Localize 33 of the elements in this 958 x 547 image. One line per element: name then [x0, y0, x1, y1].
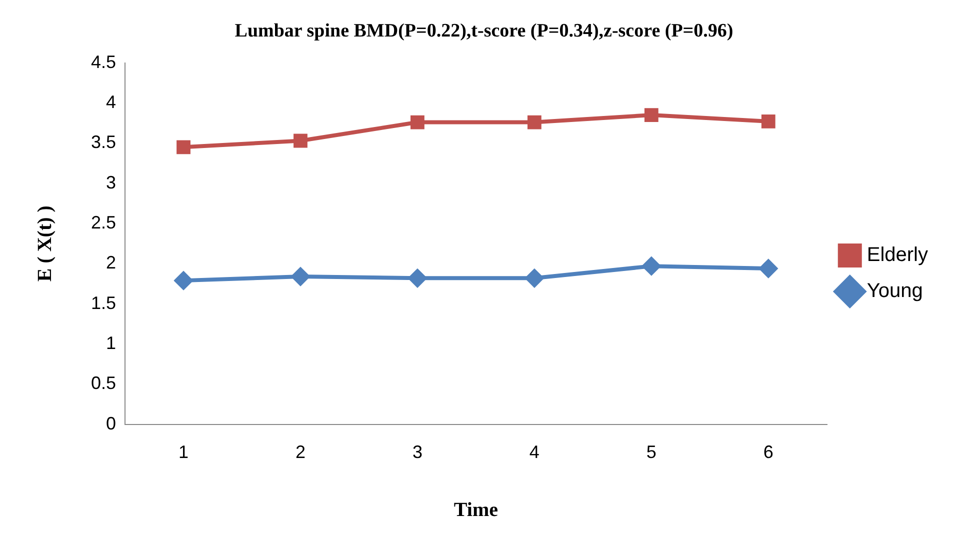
- point: [644, 108, 658, 122]
- y-axis-title: E ( X(t) ): [34, 206, 56, 282]
- legend-label: Elderly: [866, 244, 928, 266]
- x-tick-label: 3: [412, 442, 422, 462]
- x-tick-label: 5: [646, 442, 656, 462]
- x-tick-label: 1: [178, 442, 189, 462]
- point: [408, 269, 426, 288]
- point: [174, 272, 193, 290]
- x-tick-label: 6: [763, 442, 774, 462]
- y-tick-label: 3: [106, 172, 116, 192]
- y-tick-label: 1.5: [90, 292, 116, 313]
- y-tick-label: 2.5: [90, 212, 116, 232]
- legend-label: Young: [866, 280, 923, 302]
- x-axis-title: Time: [454, 499, 498, 522]
- point: [410, 115, 424, 130]
- point: [761, 114, 776, 128]
- y-tick-label: 4: [106, 92, 116, 112]
- x-tick-label: 4: [529, 442, 540, 462]
- y-tick-label: 2: [106, 252, 116, 273]
- point: [525, 269, 544, 288]
- y-tick-label: 3.5: [90, 132, 116, 152]
- point: [294, 134, 308, 148]
- y-tick-label: 4.5: [90, 52, 116, 72]
- x-tick-label: 2: [295, 442, 306, 462]
- point: [759, 260, 778, 278]
- point: [291, 268, 310, 286]
- y-tick-label: 0.5: [90, 373, 116, 394]
- point: [527, 115, 542, 130]
- point: [642, 257, 660, 276]
- point: [176, 140, 190, 154]
- chart-title: Lumbar spine BMD(P=0.22),t-score (P=0.34),z-score (P=0.96): [234, 20, 734, 42]
- y-tick-label: 1: [106, 333, 116, 354]
- y-tick-label: 0: [106, 413, 116, 434]
